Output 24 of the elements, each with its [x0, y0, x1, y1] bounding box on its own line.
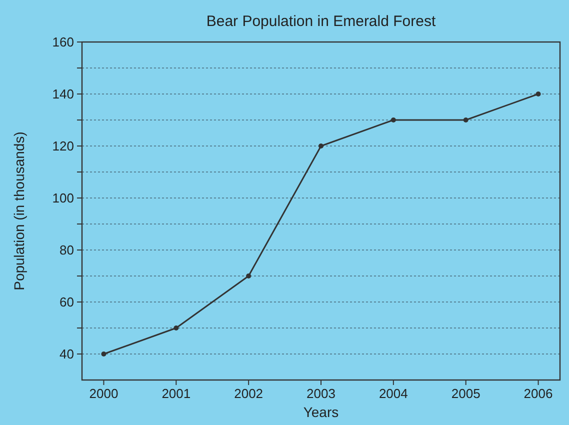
point [536, 92, 541, 96]
y-tick-label: 160 [52, 34, 74, 50]
x-tick-label: 2004 [378, 386, 408, 401]
y-tick-label: 100 [52, 190, 74, 206]
x-tick-label: 2005 [451, 386, 480, 401]
y-tick-label: 80 [60, 242, 74, 258]
point [246, 274, 252, 278]
x-tick-label: 2002 [234, 386, 264, 401]
y-tick-label: 140 [52, 86, 74, 102]
point [390, 118, 396, 122]
point [463, 118, 468, 122]
x-tick-label: 2003 [306, 386, 336, 401]
y-tick-label: 60 [60, 294, 74, 310]
point [318, 144, 324, 148]
point [174, 326, 179, 330]
x-tick-label: 2000 [89, 386, 118, 401]
chart-title: Bear Population in Emerald Forest [206, 13, 436, 30]
point [101, 352, 106, 356]
x-axis-title: Years [303, 404, 339, 420]
x-tick-label: 2006 [524, 386, 553, 401]
y-axis-title: Population (in thousands) [11, 132, 27, 290]
y-tick-label: 40 [60, 346, 74, 362]
y-tick-label: 120 [52, 138, 74, 154]
x-tick-label: 2001 [162, 386, 191, 401]
